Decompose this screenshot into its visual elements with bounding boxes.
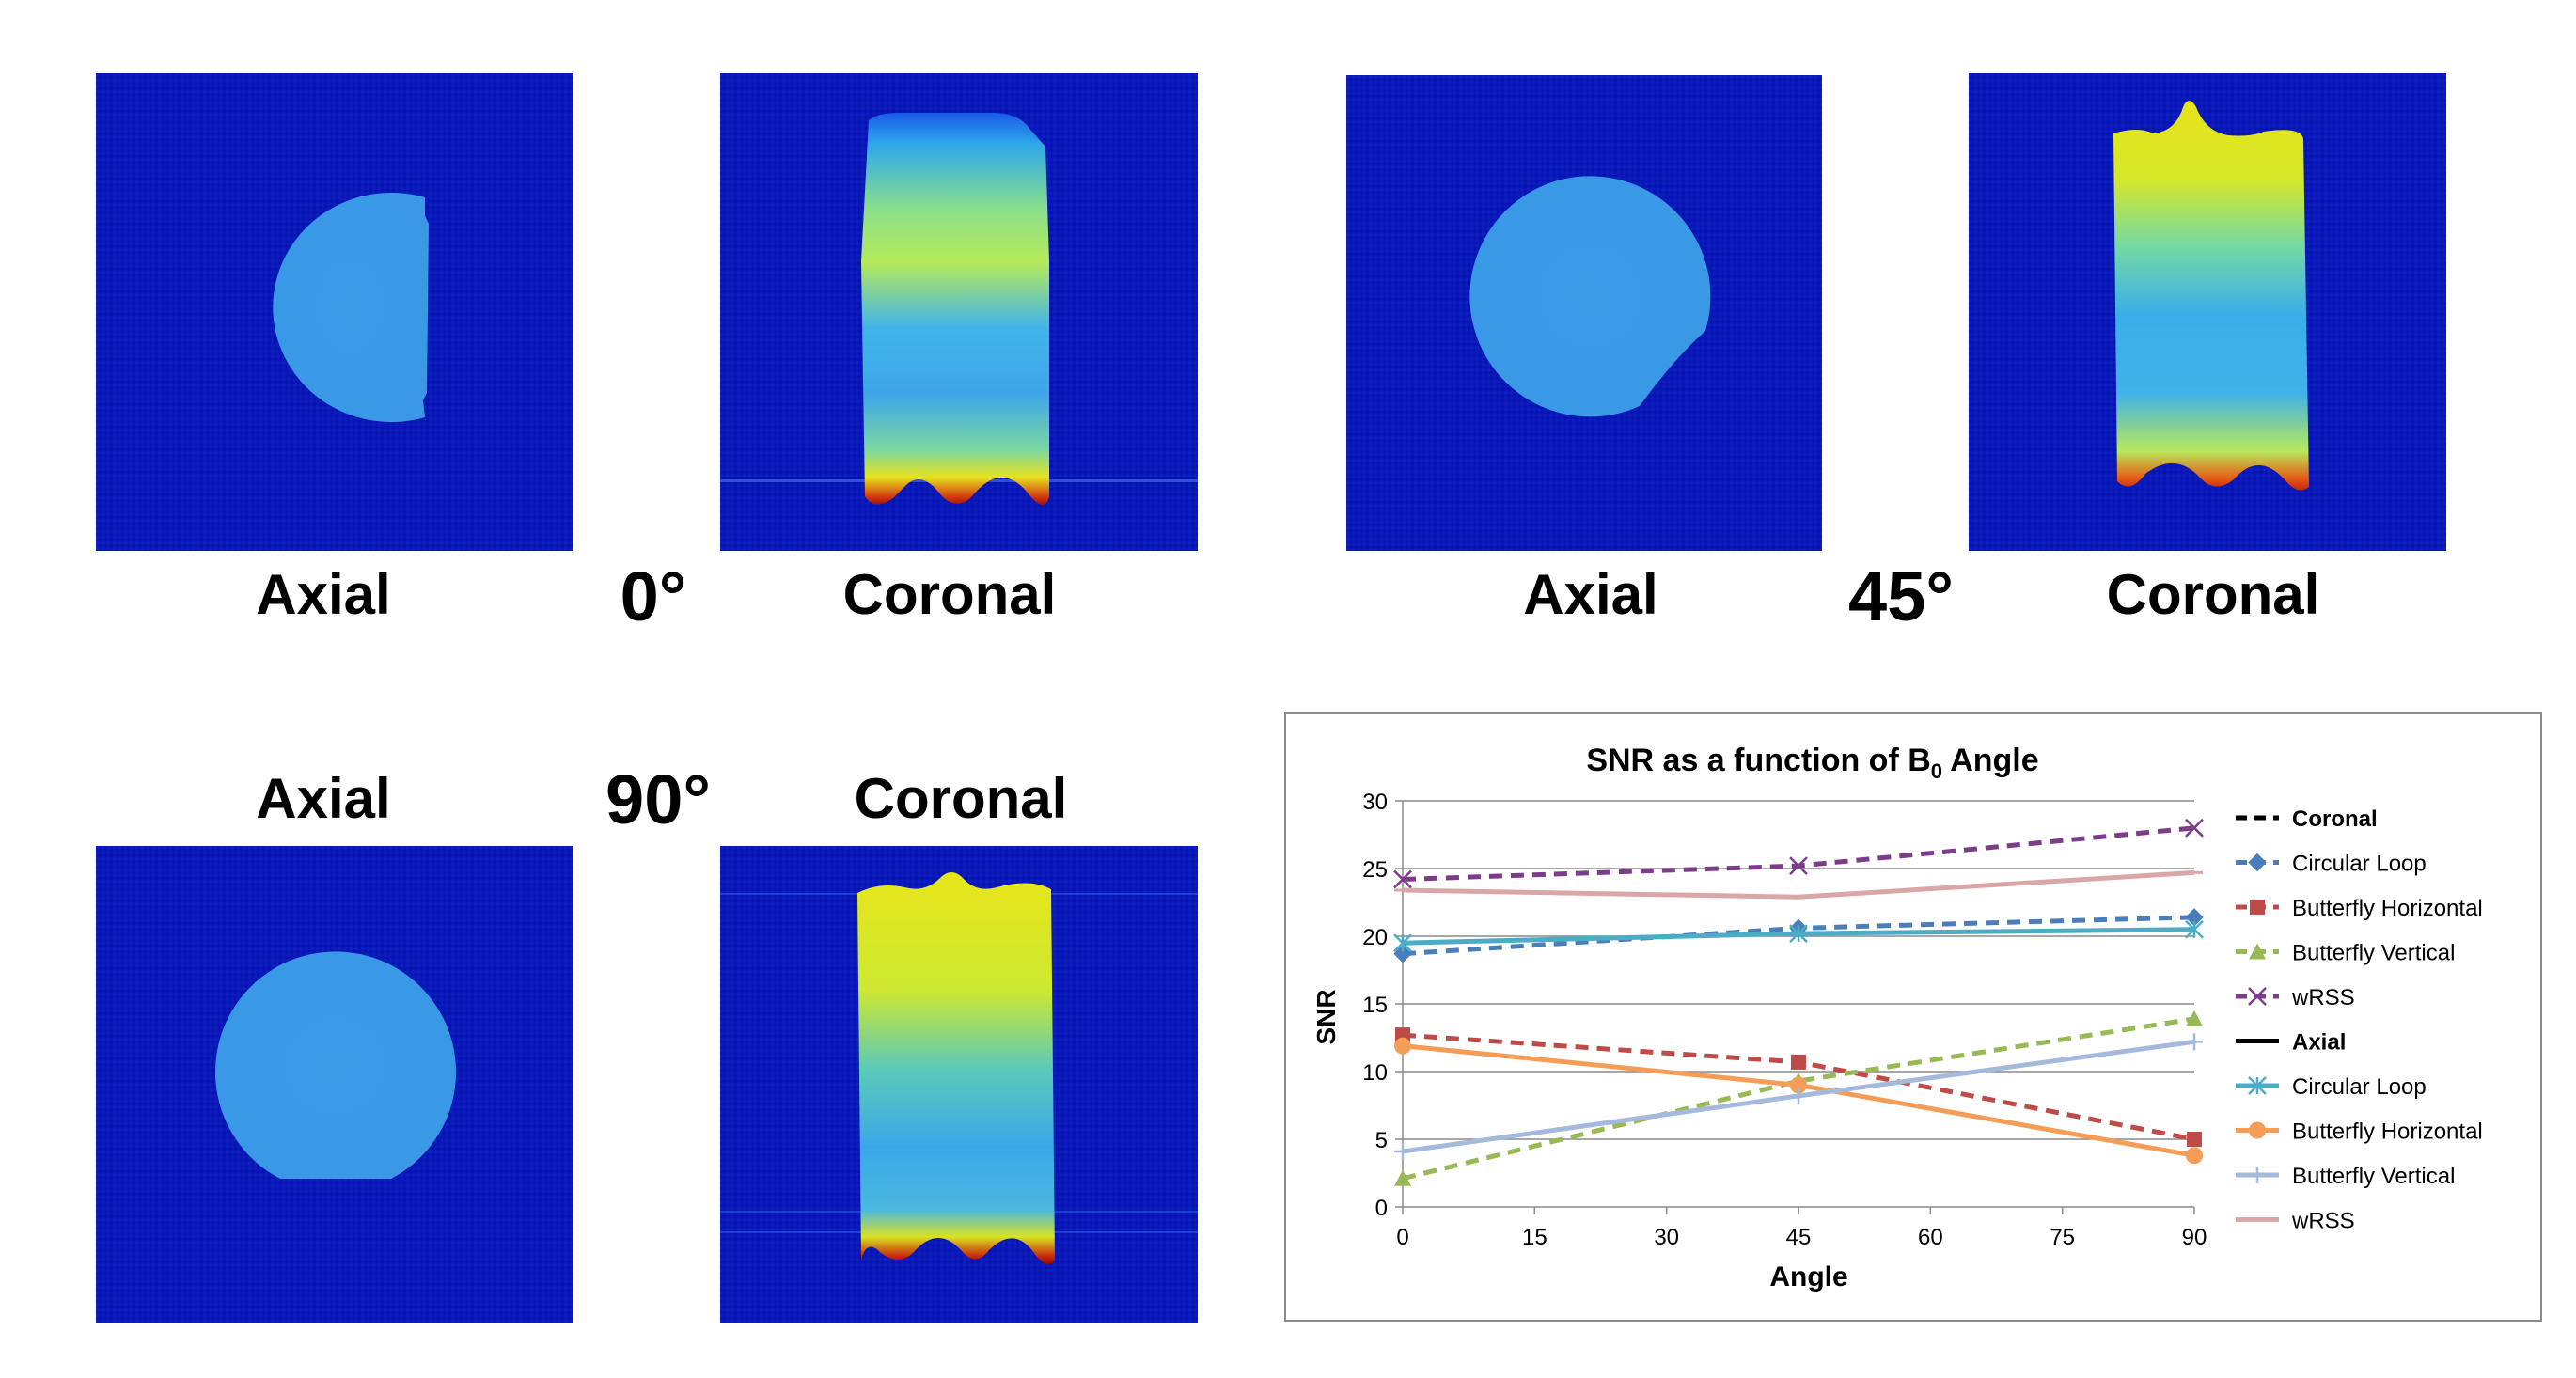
legend-marker (2249, 1167, 2266, 1183)
coronal-label-90deg: Coronal (854, 767, 1068, 830)
data-point-coronal-1-2 (2187, 1132, 2202, 1147)
legend-label: Circular Loop (2292, 1074, 2427, 1100)
axial-image-45deg (1346, 75, 1822, 551)
coronal-image-45deg (1969, 73, 2446, 551)
data-point-axial-4-2 (2185, 919, 2204, 939)
x-tick-label: 15 (1522, 1225, 1547, 1250)
legend-label: Butterfly Vertical (2292, 1164, 2455, 1189)
data-point-coronal-0-0 (1393, 945, 1412, 963)
legend-marker (2248, 1076, 2267, 1095)
axial-label-45deg: Axial (1523, 563, 1658, 626)
x-tick-label: 90 (2182, 1225, 2207, 1250)
legend-group-label: Axial (2292, 1030, 2346, 1056)
y-tick-label: 0 (1375, 1196, 1388, 1221)
legend-marker (2249, 943, 2266, 960)
data-point-axial-5-2 (2186, 1147, 2203, 1165)
y-axis-label: SNR (1312, 989, 1341, 1044)
legend-marker (2249, 1121, 2266, 1139)
axial-label-90deg: Axial (256, 767, 391, 830)
series-line-coronal-3 (1402, 825, 2195, 883)
x-tick-label: 75 (2050, 1225, 2075, 1250)
chart-title-main: SNR as a function of B (1586, 743, 1930, 778)
y-tick-label: 15 (1362, 993, 1388, 1018)
axial-image-0deg (96, 73, 573, 551)
legend-group-label: Coronal (2292, 806, 2378, 832)
legend-marker (2248, 987, 2267, 1006)
legend-label: Circular Loop (2292, 852, 2427, 877)
y-tick-label: 25 (1362, 857, 1388, 883)
legend-label: wRSS (2291, 1209, 2355, 1234)
legend-label: Butterfly Horizontal (2292, 1120, 2483, 1145)
snr-chart-frame: 0 5 10 15 20 25 30 0 15 30 45 60 75 90 Coronal Circula… (1284, 712, 2542, 1322)
y-tick-label: 20 (1362, 925, 1388, 950)
legend-label: Butterfly Horizontal (2292, 896, 2483, 921)
data-point-coronal-2-0 (1394, 1169, 1411, 1186)
coronal-image-90deg (720, 846, 1198, 1323)
angle-label-0deg: 0° (620, 557, 687, 635)
data-point-coronal-3-0 (1393, 869, 1412, 889)
data-point-axial-5-0 (1394, 1037, 1411, 1055)
data-point-axial-4-0 (1393, 933, 1412, 953)
coronal-label-0deg: Coronal (842, 563, 1057, 626)
x-tick-label: 30 (1654, 1225, 1679, 1250)
legend-marker (2250, 900, 2265, 915)
data-point-axial-5-1 (1790, 1076, 1807, 1094)
data-point-axial-6-1 (1790, 1087, 1807, 1104)
data-point-axial-6-0 (1394, 1142, 1411, 1160)
legend-marker (2248, 853, 2267, 872)
series-line-coronal-2 (1402, 1016, 2195, 1182)
coronal-label-45deg: Coronal (2106, 563, 2320, 626)
chart-title-sub: 0 (1931, 759, 1942, 783)
axial-image-90deg (96, 846, 573, 1323)
angle-label-45deg: 45° (1848, 557, 1954, 635)
legend-label: wRSS (2291, 985, 2355, 1010)
coronal-image-0deg (720, 73, 1198, 551)
data-point-axial-4-1 (1789, 924, 1808, 944)
x-tick-label: 60 (1918, 1225, 1943, 1250)
angle-label-90deg: 90° (605, 760, 711, 838)
chart-title-tail: Angle (1942, 743, 2039, 778)
y-tick-label: 10 (1362, 1060, 1388, 1086)
snr-chart: 0 5 10 15 20 25 30 0 15 30 45 60 75 90 Coronal Circula… (1312, 743, 2483, 1292)
chart-title: SNR as a function of B0 Angle (1586, 743, 2038, 783)
data-point-axial-6-2 (2186, 1033, 2203, 1051)
x-tick-label: 0 (1396, 1225, 1408, 1250)
data-point-coronal-2-2 (2186, 1010, 2203, 1026)
x-axis-label: Angle (1769, 1261, 1847, 1292)
legend-label: Butterfly Vertical (2292, 941, 2455, 966)
axial-label-0deg: Axial (256, 563, 391, 626)
data-point-coronal-3-1 (1789, 856, 1808, 876)
data-point-coronal-1-1 (1791, 1054, 1806, 1070)
y-tick-label: 5 (1375, 1128, 1388, 1153)
data-point-coronal-3-2 (2185, 818, 2204, 838)
y-tick-label: 30 (1362, 790, 1388, 815)
x-tick-label: 45 (1786, 1225, 1812, 1250)
